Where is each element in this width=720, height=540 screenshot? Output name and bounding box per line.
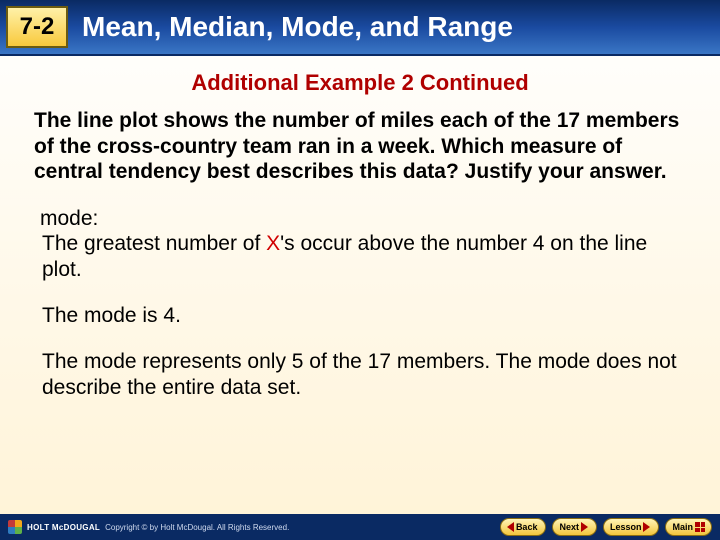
slide: 7-2 Mean, Median, Mode, and Range Additi… bbox=[0, 0, 720, 540]
publisher-brand: HOLT McDOUGAL bbox=[27, 523, 100, 532]
lesson-button[interactable]: Lesson bbox=[603, 518, 660, 536]
mode-label: mode: bbox=[40, 207, 686, 231]
next-button[interactable]: Next bbox=[552, 518, 597, 536]
spacer bbox=[34, 329, 686, 349]
paragraph-1: The greatest number of X's occur above t… bbox=[42, 231, 686, 283]
publisher-logo-icon bbox=[8, 520, 22, 534]
back-button[interactable]: Back bbox=[500, 518, 547, 536]
triangle-left-icon bbox=[507, 522, 514, 532]
grid-icon bbox=[695, 522, 705, 532]
main-label: Main bbox=[672, 522, 693, 532]
copyright-block: HOLT McDOUGAL Copyright © by Holt McDoug… bbox=[8, 520, 500, 534]
next-label: Next bbox=[559, 522, 579, 532]
paragraph-2: The mode is 4. bbox=[42, 303, 686, 329]
paragraph-3: The mode represents only 5 of the 17 mem… bbox=[42, 349, 686, 401]
spacer bbox=[34, 283, 686, 303]
p1-before: The greatest number of bbox=[42, 232, 266, 255]
section-number: 7-2 bbox=[20, 13, 55, 41]
header-title: Mean, Median, Mode, and Range bbox=[82, 11, 513, 43]
triangle-right-icon bbox=[643, 522, 650, 532]
x-mark: X bbox=[266, 232, 280, 255]
back-label: Back bbox=[516, 522, 538, 532]
content-area: Additional Example 2 Continued The line … bbox=[0, 56, 720, 401]
copyright-text: Copyright © by Holt McDougal. All Rights… bbox=[105, 523, 289, 532]
main-button[interactable]: Main bbox=[665, 518, 712, 536]
triangle-right-icon bbox=[581, 522, 588, 532]
footer-bar: HOLT McDOUGAL Copyright © by Holt McDoug… bbox=[0, 514, 720, 540]
example-heading: Additional Example 2 Continued bbox=[34, 70, 686, 96]
header-bar: 7-2 Mean, Median, Mode, and Range bbox=[0, 0, 720, 56]
lesson-label: Lesson bbox=[610, 522, 642, 532]
nav-buttons: Back Next Lesson Main bbox=[500, 518, 712, 536]
section-number-box: 7-2 bbox=[6, 6, 68, 48]
question-text: The line plot shows the number of miles … bbox=[34, 108, 686, 185]
